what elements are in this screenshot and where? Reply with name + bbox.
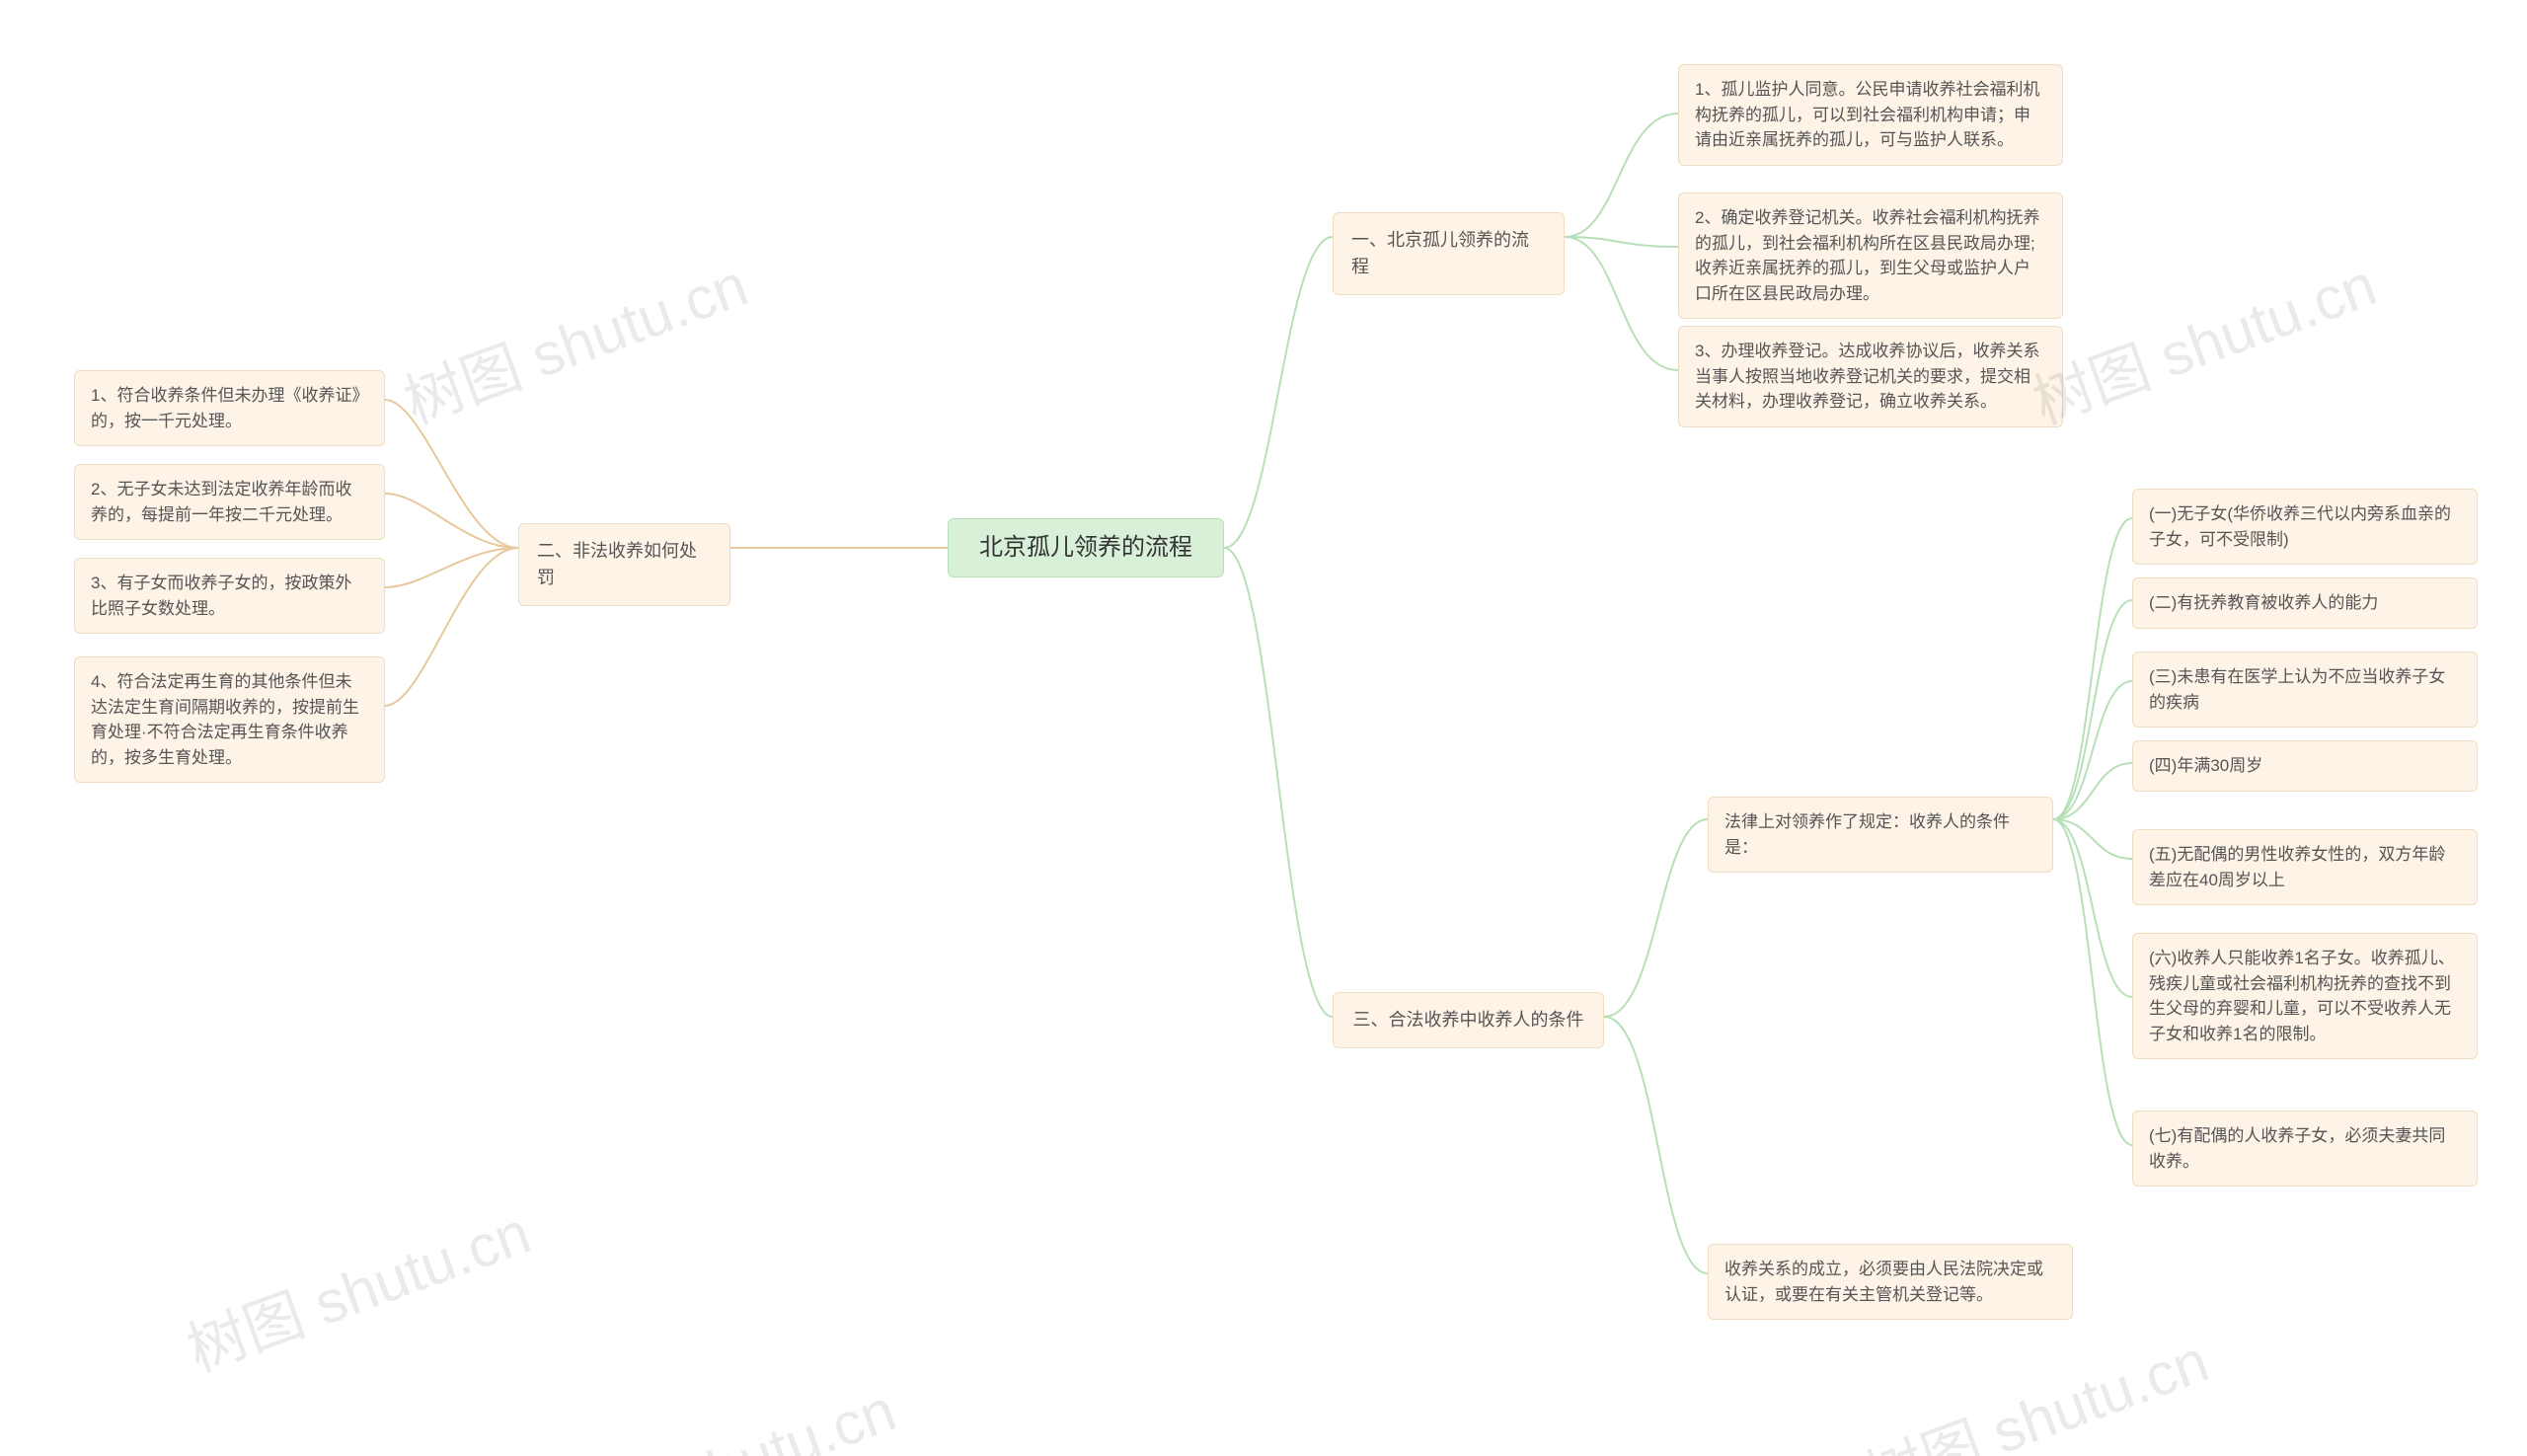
watermark-3: 树图 shutu.cn (174, 1185, 540, 1388)
process-item-1[interactable]: 1、孤儿监护人同意。公民申请收养社会福利机构抚养的孤儿，可以到社会福利机构申请；… (1678, 64, 2063, 166)
watermark-5: 树图 shutu.cn (1852, 1313, 2218, 1456)
watermark-1: 树图 shutu.cn (391, 237, 757, 440)
left-item-2[interactable]: 2、无子女未达到法定收养年龄而收养的，每提前一年按二千元处理。 (74, 464, 385, 540)
watermark-2: 树图 shutu.cn (2020, 237, 2386, 440)
cond-item-6[interactable]: (六)收养人只能收养1名子女。收养孤儿、残疾儿童或社会福利机构抚养的查找不到生父… (2132, 933, 2478, 1059)
process-item-2[interactable]: 2、确定收养登记机关。收养社会福利机构抚养的孤儿，到社会福利机构所在区县民政局办… (1678, 192, 2063, 319)
cond-item-3[interactable]: (三)未患有在医学上认为不应当收养子女的疾病 (2132, 651, 2478, 728)
branch-process[interactable]: 一、北京孤儿领养的流程 (1333, 212, 1565, 295)
cond-item-1[interactable]: (一)无子女(华侨收养三代以内旁系血亲的子女，可不受限制) (2132, 489, 2478, 565)
cond-item-5[interactable]: (五)无配偶的男性收养女性的，双方年龄差应在40周岁以上 (2132, 829, 2478, 905)
cond-item-4[interactable]: (四)年满30周岁 (2132, 740, 2478, 792)
left-item-4[interactable]: 4、符合法定再生育的其他条件但未达法定生育间隔期收养的，按提前生育处理·不符合法… (74, 656, 385, 783)
process-item-3[interactable]: 3、办理收养登记。达成收养协议后，收养关系当事人按照当地收养登记机关的要求，提交… (1678, 326, 2063, 427)
center-node[interactable]: 北京孤儿领养的流程 (948, 518, 1224, 577)
branch-illegal-adoption[interactable]: 二、非法收养如何处罚 (518, 523, 730, 606)
conditions-sub1[interactable]: 法律上对领养作了规定：收养人的条件是： (1708, 797, 2053, 873)
conditions-sub2[interactable]: 收养关系的成立，必须要由人民法院决定或认证，或要在有关主管机关登记等。 (1708, 1244, 2073, 1320)
cond-item-7[interactable]: (七)有配偶的人收养子女，必须夫妻共同收养。 (2132, 1111, 2478, 1187)
left-item-1[interactable]: 1、符合收养条件但未办理《收养证》的，按一千元处理。 (74, 370, 385, 446)
left-item-3[interactable]: 3、有子女而收养子女的，按政策外比照子女数处理。 (74, 558, 385, 634)
branch-conditions[interactable]: 三、合法收养中收养人的条件 (1333, 992, 1604, 1048)
watermark-4: 树图 shutu.cn (539, 1362, 905, 1456)
cond-item-2[interactable]: (二)有抚养教育被收养人的能力 (2132, 577, 2478, 629)
